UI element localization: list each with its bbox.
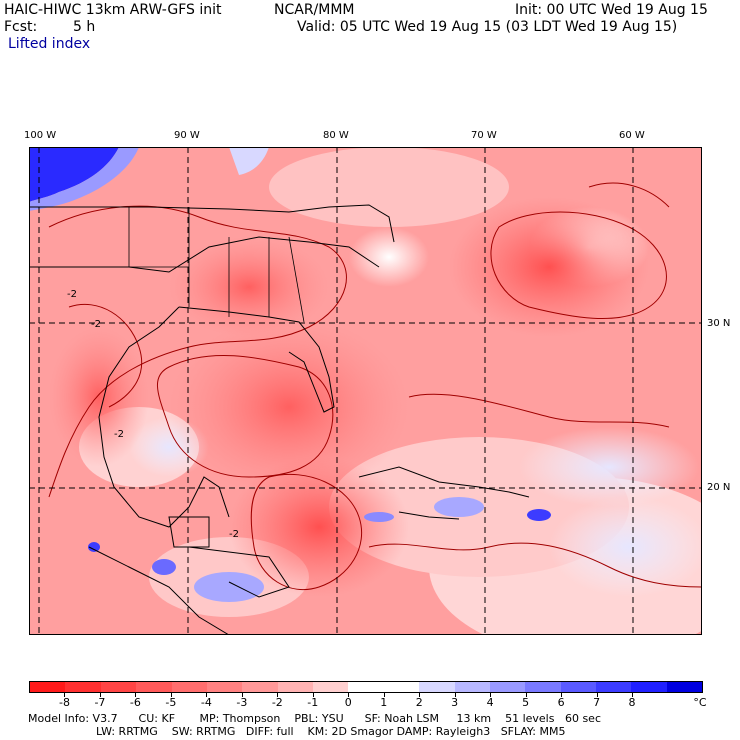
unstable-core-se-us [169,237,329,337]
light-zone-north [269,147,509,227]
colorbar-tick [525,693,527,697]
colorbar-swatch [525,682,561,692]
colorbar-tick [135,693,137,697]
stable-spot-honduras [194,572,264,602]
unstable-core-caribbean [229,457,409,597]
colorbar-tick-label: -8 [58,696,70,709]
colorbar-tick-label: 1 [380,696,388,709]
colorbar-swatch [136,682,172,692]
colorbar-tick [632,693,634,697]
colorbar-tick [454,693,456,697]
colorbar-tick-label: 5 [522,696,530,709]
colorbar-tick [241,693,243,697]
colorbar-swatch [206,682,243,692]
contour-label-a: -2 [67,289,77,300]
model-title: HAIC-HIWC 13km ARW-GFS init [4,2,222,18]
colorbar-swatch [454,682,490,692]
colorbar-swatch [65,682,101,692]
colorbar-tick-label: -6 [129,696,141,709]
stable-spot-jamaica [364,512,394,522]
stable-zone-carolina [349,227,429,287]
colorbar-tick [277,693,279,697]
colorbar-tick-label: -1 [307,696,319,709]
colorbar-tick-label: 0 [344,696,352,709]
contour-label-c: -2 [114,429,124,440]
colorbar-tick [419,693,421,697]
colorbar-swatch [100,682,137,692]
colorbar-tick [561,693,563,697]
lon-label-100w: 100 W [24,130,57,141]
colorbar-tick [490,693,492,697]
lat-label-20n: 20 N [707,482,731,493]
colorbar-tick-label: 7 [593,696,601,709]
colorbar-tick [596,693,598,697]
colorbar-swatch [30,682,66,692]
stable-corner-nw [29,147,119,202]
colorbar-swatch [666,682,703,692]
colorbar-tick-label: 2 [415,696,423,709]
colorbar-tick [206,693,208,697]
fcst-label: Fcst: [4,19,38,35]
colorbar-swatch [313,682,349,692]
lon-label-80w: 80 W [323,130,349,141]
stable-zone-southeast [549,497,702,597]
colorbar-swatch [348,682,384,692]
colorbar-tick [64,693,66,697]
colorbar-tick [170,693,172,697]
fcst-value: 5 h [73,19,96,35]
colorbar-tick-label: -2 [271,696,283,709]
colorbar-unit: °C [693,696,707,709]
valid-time: Valid: 05 UTC Wed 19 Aug 15 (03 LDT Wed … [297,19,678,35]
colorbar-swatch [419,682,455,692]
org-label: NCAR/MMM [274,2,355,18]
lat-label-30n: 30 N [707,318,731,329]
state-borders [128,207,305,323]
colorbar-tick [383,693,385,697]
lon-label-90w: 90 W [174,130,200,141]
colorbar-tick-label: 8 [628,696,636,709]
graticule [29,147,702,635]
map-frame [29,147,702,635]
colorbar-tick-label: -7 [94,696,106,709]
colorbar-tick [312,693,314,697]
lifted-index-map: -2 -2 -2 -2 [29,147,702,635]
field-name: Lifted index [8,36,91,52]
lon-label-60w: 60 W [619,130,645,141]
colorbar-tick-label: 4 [486,696,494,709]
colorbar-swatch [631,682,667,692]
unstable-core-mexico [49,327,149,467]
colorbar-tick-label: 6 [557,696,565,709]
colorbar-swatch [489,682,526,692]
colorbar-swatch [242,682,278,692]
colorbar-tick [348,693,350,697]
colorbar-swatch [383,682,420,692]
colorbar [29,681,703,693]
colorbar-swatch [560,682,596,692]
contour-label-d: -2 [229,529,239,540]
stable-spot-hispaniola [434,497,484,517]
colorbar-tick-label: -4 [200,696,212,709]
colorbar-swatch [596,682,632,692]
lon-label-70w: 70 W [471,130,497,141]
colorbar-swatch [171,682,207,692]
stable-strip-north [229,147,269,175]
colorbar-tick-label: 3 [451,696,459,709]
stable-corner-nw-edge [29,147,139,211]
colorbar-swatch [277,682,313,692]
colorbar-tick [99,693,101,697]
contours [48,182,702,591]
model-info-line2: LW: RRTMG SW: RRTMG DIFF: full KM: 2D Sm… [96,725,566,738]
stable-spot-pacific [88,542,100,552]
colorbar-tick-label: -3 [236,696,248,709]
contour-label-b: -2 [91,319,101,330]
unstable-core-atlantic [449,197,649,337]
model-info-line1: Model Info: V3.7 CU: KF MP: Thompson PBL… [28,712,601,725]
stable-spot-yucatan [152,559,176,575]
stable-zone-east [519,427,699,507]
init-time: Init: 00 UTC Wed 19 Aug 15 [515,2,708,18]
stable-spot-pr [527,509,551,521]
colorbar-tick-label: -5 [165,696,177,709]
unstable-core-gulf [169,317,409,497]
coastlines [29,204,530,635]
